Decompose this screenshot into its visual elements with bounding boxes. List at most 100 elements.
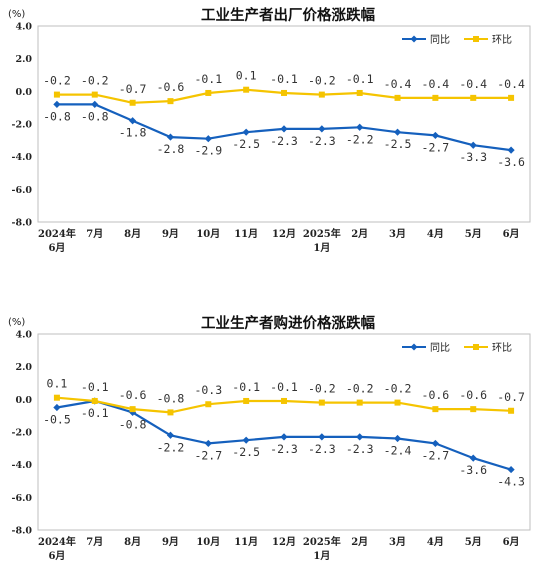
x-tick-label: 6月 [503,536,520,548]
y-tick-label: -4.0 [12,152,33,163]
data-point-mom [432,94,439,101]
data-label-yoy: -2.4 [384,444,412,458]
legend-label-yoy: 同比 [430,342,450,354]
data-point-mom [432,406,439,413]
y-tick-label: 0.0 [15,87,32,98]
data-label-yoy: -2.3 [270,442,298,456]
x-tick-label: 11月 [234,536,258,548]
x-tick-label: 2024年 [38,227,76,240]
data-label-mom: 0.1 [236,69,257,83]
data-label-mom: -0.2 [308,74,336,88]
data-point-yoy [204,135,212,143]
legend-label-yoy: 同比 [430,34,450,46]
x-tick-label: 3月 [389,228,406,240]
x-tick-label: 11月 [234,228,258,240]
data-point-yoy [91,100,99,108]
x-tick-label: 12月 [272,228,296,240]
x-tick-label: 3月 [389,536,406,548]
data-point-mom [281,397,287,404]
data-label-mom: -0.1 [194,72,222,86]
x-tick-label: 2月 [351,228,368,240]
data-point-yoy [356,433,364,441]
x-tick-label: 6月 [48,242,65,254]
data-point-mom [508,94,515,101]
x-tick-label: 1月 [313,242,330,254]
data-point-yoy [431,439,439,448]
x-tick-label: 5月 [465,536,482,548]
legend-label-mom: 环比 [492,34,512,46]
data-point-yoy [393,128,402,136]
data-point-mom [394,94,401,101]
data-point-yoy [469,141,477,149]
data-label-mom: -0.6 [119,388,147,402]
data-point-yoy [166,431,175,439]
data-point-yoy [280,433,288,441]
data-label-mom: -0.1 [81,380,109,394]
legend: 同比 环比 [402,34,512,46]
data-label-yoy: -2.2 [157,440,185,454]
data-point-mom [53,91,60,98]
legend-marker-mom [473,344,479,350]
data-label-yoy: -2.7 [422,140,450,154]
data-point-mom [243,397,250,404]
data-label-mom: -0.2 [384,382,412,396]
data-point-mom [129,99,136,106]
data-label-yoy: -1.8 [119,126,147,140]
data-point-mom [508,407,515,414]
x-tick-label: 8月 [124,536,141,548]
data-point-yoy [280,125,288,133]
y-tick-label: 2.0 [15,362,32,373]
x-tick-label: 8月 [124,228,141,240]
data-label-yoy: -2.5 [232,137,260,151]
data-label-yoy: -4.3 [497,475,525,489]
legend-marker-yoy [410,343,418,351]
data-label-yoy: -2.3 [270,134,298,148]
data-label-yoy: -2.9 [194,144,222,158]
data-label-mom: -0.1 [346,72,374,86]
data-point-mom [243,86,250,93]
data-label-yoy: -2.8 [157,142,185,156]
data-label-yoy: -3.3 [459,150,487,164]
data-label-yoy: -0.8 [119,417,147,431]
data-label-yoy: -3.6 [459,463,487,477]
legend: 同比 环比 [402,342,512,354]
data-label-mom: -0.2 [81,74,109,88]
data-point-yoy [393,434,402,443]
data-label-yoy: -2.5 [232,445,260,459]
x-tick-label: 7月 [86,536,103,548]
data-label-yoy: -2.7 [194,448,222,462]
data-point-yoy [53,100,61,108]
data-point-mom [470,94,477,101]
data-point-mom [394,399,401,406]
data-label-mom: -0.6 [422,388,450,402]
data-label-mom: 0.1 [47,377,68,391]
data-label-mom: -0.4 [384,77,412,91]
data-point-yoy [318,433,326,441]
y-tick-label: -6.0 [12,185,33,196]
data-label-yoy: -2.5 [384,137,412,151]
plot-frame [37,333,531,531]
data-point-yoy [129,117,137,125]
data-label-mom: -0.6 [459,388,487,402]
x-tick-label: 4月 [427,228,444,240]
data-label-yoy: -2.7 [422,448,450,462]
data-point-mom [318,399,325,406]
data-point-yoy [356,123,364,131]
data-label-mom: -0.7 [119,82,147,96]
data-label-yoy: -2.2 [346,132,374,146]
data-point-mom [167,98,174,105]
data-label-mom: -0.3 [194,383,222,397]
x-tick-label: 2月 [351,536,368,548]
data-point-yoy [166,133,175,141]
legend-marker-mom [473,36,479,42]
legend-marker-yoy [410,35,418,43]
data-point-mom [205,401,212,408]
x-tick-label: 4月 [427,536,444,548]
data-point-mom [167,409,174,416]
data-point-yoy [469,454,477,462]
data-label-yoy: -2.3 [346,442,374,456]
data-label-mom: -0.4 [497,77,525,91]
x-tick-label: 7月 [86,228,103,240]
legend-label-mom: 环比 [492,342,512,354]
